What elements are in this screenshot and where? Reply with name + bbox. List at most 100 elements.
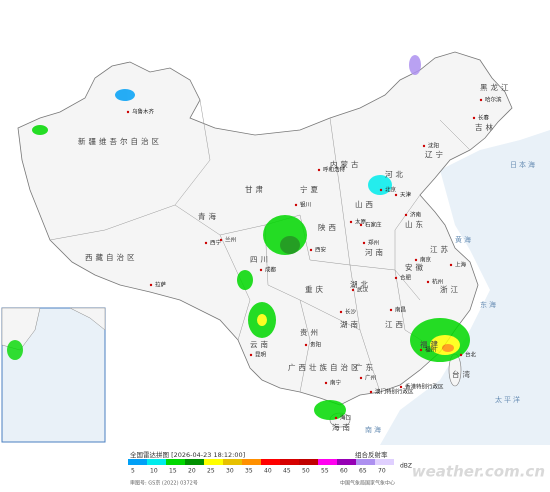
city-dot bbox=[399, 385, 403, 389]
city-dot bbox=[259, 268, 263, 272]
city-dot bbox=[309, 248, 313, 252]
city-label: 济南 bbox=[410, 211, 422, 219]
city-label: 武汉 bbox=[357, 286, 369, 294]
city-label: 拉萨 bbox=[155, 281, 167, 289]
city-label: 沈阳 bbox=[428, 142, 439, 150]
city-label: 长春 bbox=[478, 114, 490, 122]
legend-tick: 40 bbox=[264, 468, 272, 475]
province-label: 宁夏 bbox=[300, 184, 321, 194]
city-label: 上海 bbox=[455, 261, 467, 269]
legend-tick: 15 bbox=[169, 468, 177, 475]
city-label: 海口 bbox=[340, 414, 351, 422]
province-label: 安徽 bbox=[405, 262, 426, 272]
radar-echoes bbox=[32, 55, 470, 420]
city-dot bbox=[394, 193, 398, 197]
legend-tick: 10 bbox=[150, 468, 158, 475]
watermark: weather.com.cn bbox=[412, 463, 545, 481]
city-label: 西安 bbox=[315, 246, 327, 254]
city-label: 长沙 bbox=[345, 308, 357, 316]
city-label: 西宁 bbox=[210, 239, 222, 247]
city-label: 南昌 bbox=[395, 306, 406, 314]
city-dot bbox=[334, 416, 338, 420]
province-borders bbox=[49, 99, 471, 393]
province-label: 江苏 bbox=[430, 244, 451, 254]
city-label: 成都 bbox=[265, 266, 277, 274]
province-label: 甘肃 bbox=[245, 184, 266, 194]
city-dot bbox=[379, 188, 383, 192]
city-label: 银川 bbox=[300, 201, 311, 209]
city-label: 呼和浩特 bbox=[323, 166, 346, 174]
province-label: 内蒙古 bbox=[330, 159, 362, 169]
city-dot bbox=[449, 263, 453, 267]
city-dot bbox=[317, 168, 321, 172]
legend-swatch bbox=[299, 459, 318, 465]
province-label: 广西壮族自治区 bbox=[288, 362, 362, 372]
city-dot bbox=[204, 241, 208, 245]
province-label: 西藏自治区 bbox=[85, 252, 138, 262]
legend-tick: 35 bbox=[245, 468, 253, 475]
legend-swatch bbox=[128, 459, 147, 465]
city-dot bbox=[369, 390, 373, 394]
city-label: 合肥 bbox=[400, 274, 412, 282]
legend-unit: dBZ bbox=[400, 463, 412, 470]
city-dot bbox=[389, 308, 393, 312]
approval-number: 审图号: GS京 (2022) 0372号 bbox=[130, 480, 198, 487]
legend-tick: 60 bbox=[340, 468, 348, 475]
legend-swatch bbox=[280, 459, 299, 465]
legend-swatch bbox=[147, 459, 166, 465]
city-label: 贵阳 bbox=[310, 341, 321, 349]
legend: 全国雷达拼图 [2026-04-23 18:12:00] 组合反射率 dBZ 5… bbox=[128, 450, 412, 475]
province-label: 云南 bbox=[250, 339, 271, 349]
province-label: 江西 bbox=[385, 320, 406, 329]
province-label: 黑龙江 bbox=[480, 82, 512, 92]
province-label: 湖南 bbox=[340, 319, 361, 329]
city-dot bbox=[219, 238, 223, 242]
legend-tick: 30 bbox=[226, 468, 234, 475]
province-label: 新疆维吾尔自治区 bbox=[78, 136, 162, 146]
city-dot bbox=[294, 203, 298, 207]
legend-swatch bbox=[204, 459, 223, 465]
south-china-sea-inset bbox=[1, 307, 106, 443]
sea-label: 东海 bbox=[480, 300, 498, 309]
city-label: 广州 bbox=[365, 374, 376, 382]
city-dot bbox=[394, 276, 398, 280]
legend-tick: 65 bbox=[359, 468, 367, 475]
city-dot bbox=[351, 288, 355, 292]
province-label: 山西 bbox=[355, 199, 376, 209]
province-label: 辽宁 bbox=[425, 149, 446, 159]
city-dot bbox=[349, 220, 353, 224]
legend-swatch bbox=[356, 459, 375, 465]
province-label: 贵州 bbox=[300, 327, 321, 337]
province-label: 海南 bbox=[332, 422, 353, 432]
city-label: 昆明 bbox=[255, 352, 267, 359]
city-dot bbox=[126, 110, 130, 114]
legend-tick: 50 bbox=[302, 468, 310, 475]
legend-swatch bbox=[261, 459, 280, 465]
city-label: 兰州 bbox=[225, 236, 236, 244]
province-label: 台湾 bbox=[452, 369, 473, 379]
province-label: 山东 bbox=[405, 219, 426, 229]
city-label: 天津 bbox=[400, 192, 412, 199]
province-label: 重庆 bbox=[305, 284, 326, 294]
legend-tick: 25 bbox=[207, 468, 215, 475]
legend-tick: 55 bbox=[321, 468, 329, 475]
city-label: 台北 bbox=[465, 351, 477, 359]
sea-label: 南海 bbox=[365, 425, 383, 434]
city-dot bbox=[339, 310, 343, 314]
legend-tick: 70 bbox=[378, 468, 386, 475]
city-dot bbox=[324, 381, 328, 385]
city-dot bbox=[459, 353, 463, 357]
city-dot bbox=[472, 116, 476, 120]
city-label: 哈尔滨 bbox=[485, 96, 502, 104]
city-dot bbox=[426, 280, 430, 284]
legend-tick: 45 bbox=[283, 468, 291, 475]
city-label: 福州 bbox=[425, 346, 436, 354]
province-label: 福建 bbox=[420, 339, 441, 349]
province-label: 浙江 bbox=[440, 284, 461, 294]
city-label: 香港特别行政区 bbox=[405, 383, 444, 391]
city-dot bbox=[404, 213, 408, 217]
city-label: 乌鲁木齐 bbox=[132, 108, 155, 116]
